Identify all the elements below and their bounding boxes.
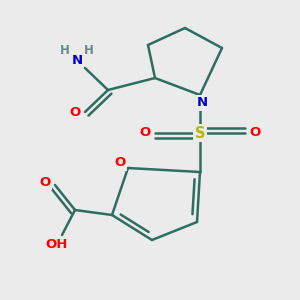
Text: O: O: [39, 176, 51, 188]
Text: N: N: [71, 53, 82, 67]
Text: S: S: [195, 125, 205, 140]
Text: O: O: [249, 127, 261, 140]
Text: H: H: [84, 44, 94, 56]
Text: H: H: [60, 44, 70, 56]
Text: OH: OH: [46, 238, 68, 251]
Text: N: N: [196, 97, 208, 110]
Text: O: O: [114, 157, 126, 169]
Text: O: O: [140, 127, 151, 140]
Text: O: O: [69, 106, 81, 118]
